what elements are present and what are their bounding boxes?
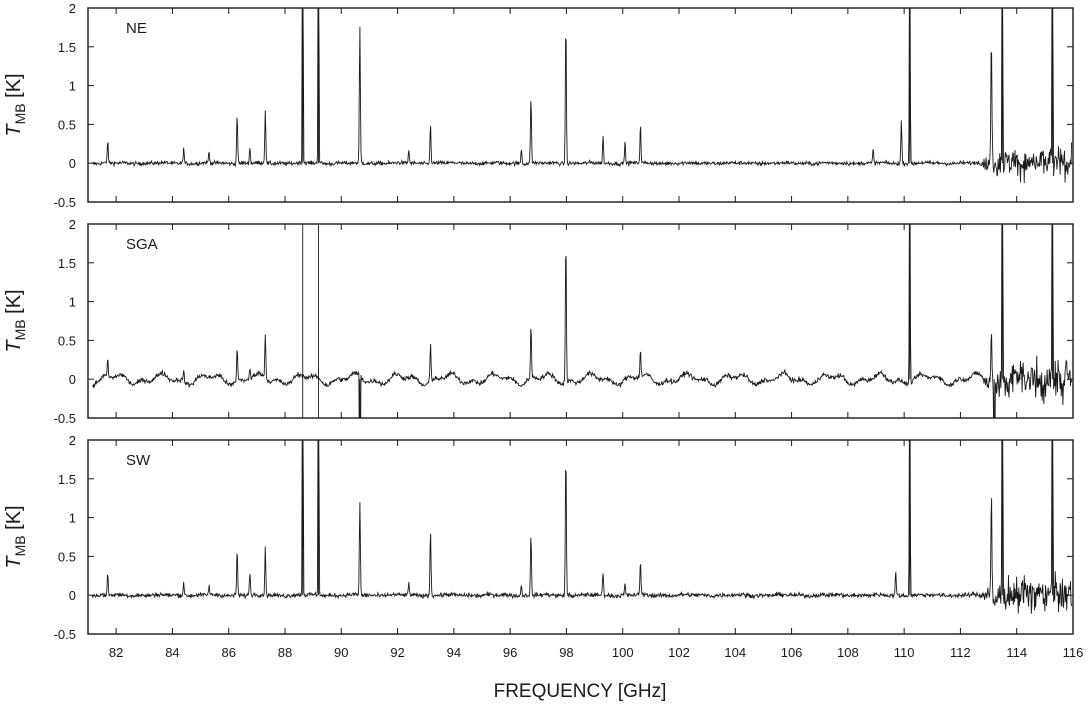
y-tick-label: 0 [69, 372, 76, 387]
y-tick-label: 0.5 [58, 333, 76, 348]
x-tick-label: 102 [668, 645, 690, 660]
y-axis-label: TMB [K] [3, 289, 28, 352]
x-tick-label: 94 [447, 645, 461, 660]
spectrum-line-ne [91, 8, 1073, 183]
y-axis-label: TMB [K] [3, 505, 28, 568]
x-tick-label: 90 [334, 645, 348, 660]
y-tick-label: 0 [69, 156, 76, 171]
panel-sw: -0.5 0 0.5 1 1.5 2 SW TMB [K] [3, 433, 1074, 642]
x-tick-label: 114 [1006, 645, 1027, 660]
x-tick-label: 98 [559, 645, 573, 660]
y-tick-label: 0 [69, 588, 76, 603]
x-tick-label: 82 [109, 645, 123, 660]
y-tick-label: 2 [69, 1, 76, 16]
y-tick-label: 1.5 [58, 256, 76, 271]
x-tick-label: 112 [950, 645, 971, 660]
panel-frame [87, 439, 1074, 635]
spectrum-line-sw [91, 440, 1073, 614]
panel-frame [87, 7, 1074, 203]
panel-label: SW [126, 452, 151, 469]
y-tick-label: 2 [69, 433, 76, 448]
x-tick-label: 106 [781, 645, 803, 660]
y-tick-label: 1.5 [58, 472, 76, 487]
x-axis: 82 84 86 88 90 92 94 96 98 100 102 104 106 108 110 112 1… [109, 645, 1083, 660]
x-tick-label: 116 [1063, 645, 1084, 660]
y-tick-label: 0.5 [58, 549, 76, 564]
y-tick-label: 2 [69, 217, 76, 232]
y-tick-label: -0.5 [54, 411, 76, 426]
x-tick-label: 100 [612, 645, 634, 660]
y-tick-label: -0.5 [54, 195, 76, 210]
x-tick-label: 84 [165, 645, 179, 660]
spectrum-line-sga [92, 224, 1073, 418]
y-tick-label: -0.5 [54, 627, 76, 642]
x-tick-label: 92 [390, 645, 404, 660]
y-tick-label: 1 [69, 295, 76, 310]
panel-frame [87, 223, 1074, 419]
y-tick-label: 1 [69, 79, 76, 94]
x-tick-label: 104 [724, 645, 746, 660]
y-axis-label: TMB [K] [3, 73, 28, 136]
x-tick-label: 86 [221, 645, 235, 660]
x-axis-label: FREQUENCY [GHz] [494, 681, 667, 702]
x-tick-label: 88 [278, 645, 292, 660]
panel-label: SGA [126, 236, 158, 253]
panels-layer: -0.5 0 0.5 1 1.5 2 NE TMB [K] -0.5 0 0.5 1 1.5 2 SGA TM… [3, 1, 1074, 642]
panel-label: NE [126, 20, 147, 37]
panel-sga: -0.5 0 0.5 1 1.5 2 SGA TMB [K] [3, 217, 1074, 426]
x-tick-label: 110 [894, 645, 915, 660]
y-tick-label: 1 [69, 511, 76, 526]
x-tick-label: 96 [503, 645, 517, 660]
x-tick-label: 108 [837, 645, 859, 660]
panel-ne: -0.5 0 0.5 1 1.5 2 NE TMB [K] [3, 1, 1074, 210]
y-tick-label: 1.5 [58, 40, 76, 55]
y-tick-label: 0.5 [58, 117, 76, 132]
